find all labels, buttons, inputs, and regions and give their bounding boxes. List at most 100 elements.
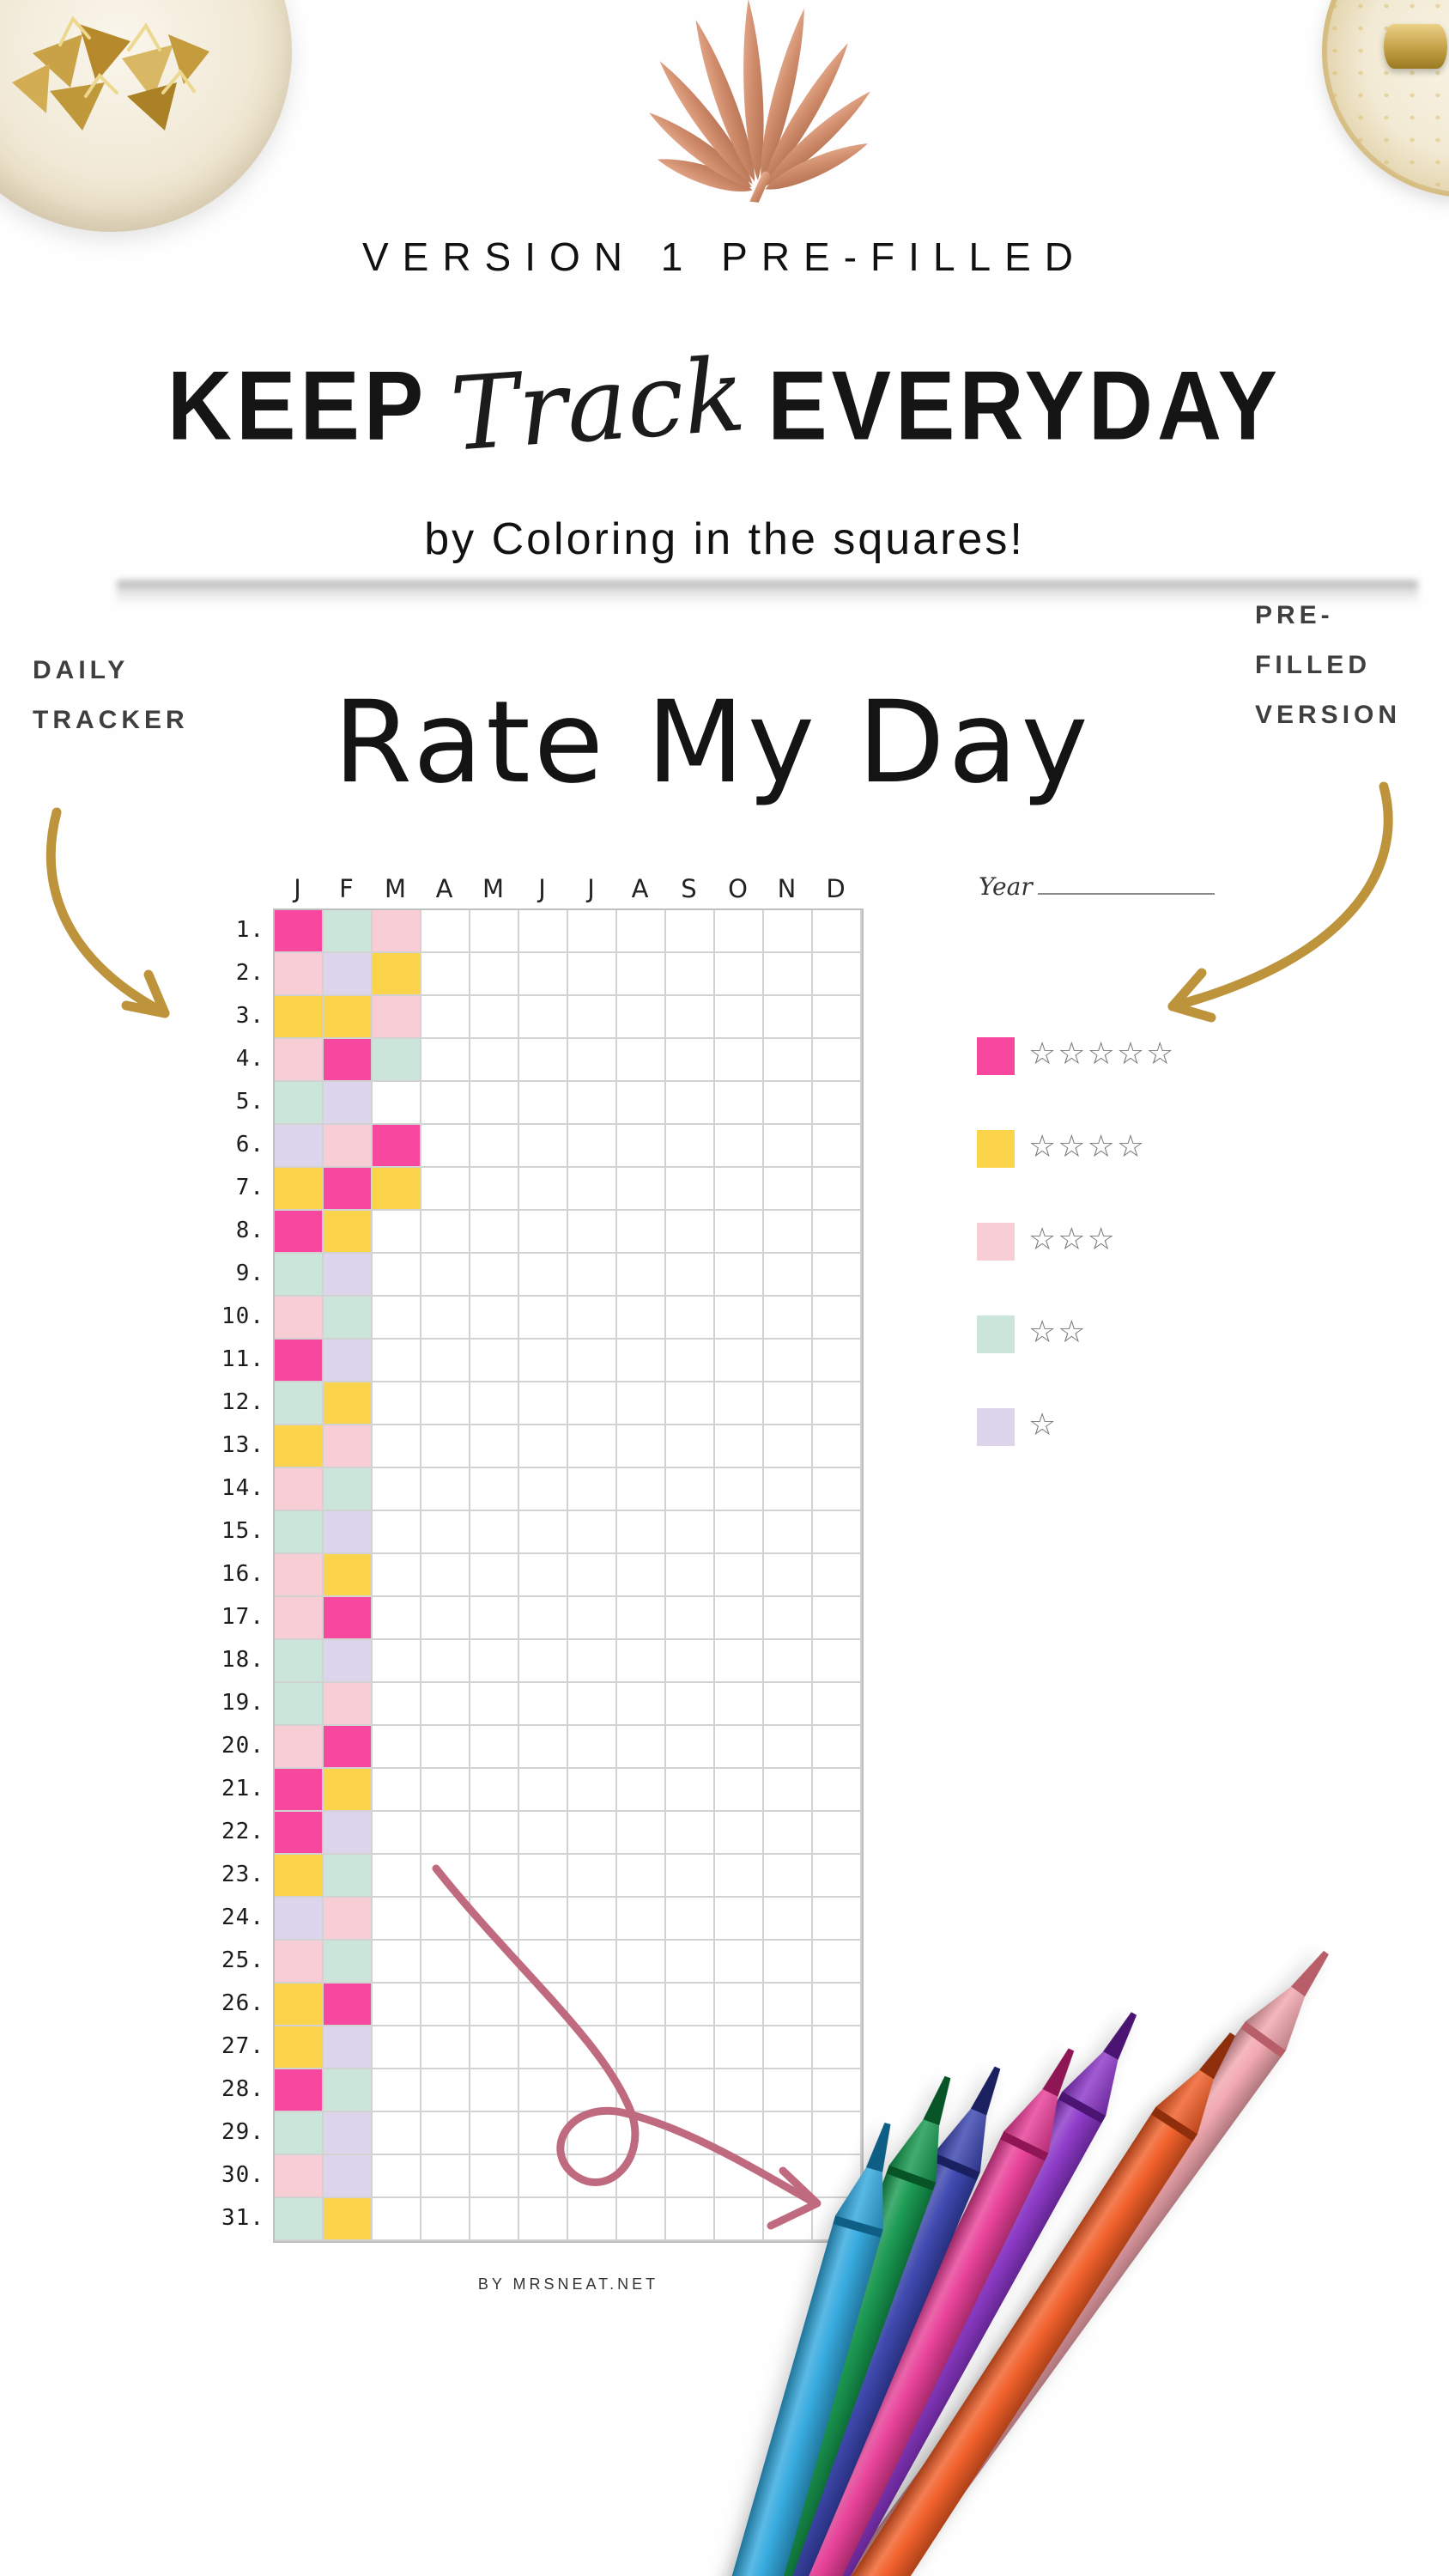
- grid-cell[interactable]: [715, 1597, 764, 1640]
- grid-cell[interactable]: [617, 953, 666, 996]
- grid-cell[interactable]: [715, 1941, 764, 1984]
- grid-cell[interactable]: [764, 1597, 813, 1640]
- grid-cell[interactable]: [421, 1640, 470, 1683]
- grid-cell[interactable]: [324, 1125, 373, 1168]
- grid-cell[interactable]: [764, 1554, 813, 1597]
- grid-cell[interactable]: [568, 1855, 617, 1898]
- grid-cell[interactable]: [764, 1125, 813, 1168]
- grid-cell[interactable]: [275, 1941, 324, 1984]
- grid-cell[interactable]: [470, 2069, 519, 2112]
- grid-cell[interactable]: [715, 953, 764, 996]
- grid-cell[interactable]: [666, 1511, 715, 1554]
- grid-cell[interactable]: [519, 953, 568, 996]
- grid-cell[interactable]: [470, 2026, 519, 2069]
- grid-cell[interactable]: [275, 1382, 324, 1425]
- grid-cell[interactable]: [764, 996, 813, 1039]
- grid-cell[interactable]: [421, 1297, 470, 1340]
- grid-cell[interactable]: [470, 1683, 519, 1726]
- grid-cell[interactable]: [519, 2155, 568, 2198]
- grid-cell[interactable]: [324, 1984, 373, 2026]
- grid-cell[interactable]: [324, 2026, 373, 2069]
- grid-cell[interactable]: [421, 1340, 470, 1382]
- grid-cell[interactable]: [813, 1769, 862, 1812]
- grid-cell[interactable]: [275, 1082, 324, 1125]
- grid-cell[interactable]: [568, 1468, 617, 1511]
- grid-cell[interactable]: [764, 1254, 813, 1297]
- grid-cell[interactable]: [519, 1211, 568, 1254]
- grid-cell[interactable]: [813, 1382, 862, 1425]
- grid-cell[interactable]: [666, 2112, 715, 2155]
- grid-cell[interactable]: [764, 1683, 813, 1726]
- grid-cell[interactable]: [666, 1812, 715, 1855]
- grid-cell[interactable]: [421, 953, 470, 996]
- grid-cell[interactable]: [764, 1211, 813, 1254]
- grid-cell[interactable]: [421, 2069, 470, 2112]
- grid-cell[interactable]: [617, 1468, 666, 1511]
- grid-cell[interactable]: [324, 996, 373, 1039]
- grid-cell[interactable]: [568, 996, 617, 1039]
- grid-cell[interactable]: [373, 1468, 421, 1511]
- grid-cell[interactable]: [470, 1984, 519, 2026]
- grid-cell[interactable]: [666, 1425, 715, 1468]
- grid-cell[interactable]: [666, 1941, 715, 1984]
- grid-cell[interactable]: [470, 1425, 519, 1468]
- grid-cell[interactable]: [275, 1125, 324, 1168]
- grid-cell[interactable]: [373, 1082, 421, 1125]
- grid-cell[interactable]: [764, 2069, 813, 2112]
- grid-cell[interactable]: [568, 1769, 617, 1812]
- grid-cell[interactable]: [617, 1511, 666, 1554]
- grid-cell[interactable]: [470, 1297, 519, 1340]
- grid-cell[interactable]: [275, 1984, 324, 2026]
- grid-cell[interactable]: [568, 1597, 617, 1640]
- grid-cell[interactable]: [324, 1640, 373, 1683]
- grid-cell[interactable]: [813, 1425, 862, 1468]
- grid-cell[interactable]: [813, 1168, 862, 1211]
- grid-cell[interactable]: [666, 1468, 715, 1511]
- grid-cell[interactable]: [470, 1898, 519, 1941]
- grid-cell[interactable]: [715, 1511, 764, 1554]
- grid-cell[interactable]: [715, 996, 764, 1039]
- grid-cell[interactable]: [324, 1425, 373, 1468]
- grid-cell[interactable]: [715, 2198, 764, 2241]
- grid-cell[interactable]: [813, 1211, 862, 1254]
- grid-cell[interactable]: [519, 1812, 568, 1855]
- grid-cell[interactable]: [813, 996, 862, 1039]
- grid-cell[interactable]: [373, 1640, 421, 1683]
- grid-cell[interactable]: [813, 1254, 862, 1297]
- grid-cell[interactable]: [764, 1082, 813, 1125]
- grid-cell[interactable]: [275, 1812, 324, 1855]
- grid-cell[interactable]: [764, 1640, 813, 1683]
- grid-cell[interactable]: [519, 1984, 568, 2026]
- grid-cell[interactable]: [568, 1125, 617, 1168]
- grid-cell[interactable]: [568, 2198, 617, 2241]
- grid-cell[interactable]: [764, 910, 813, 953]
- grid-cell[interactable]: [617, 1769, 666, 1812]
- grid-cell[interactable]: [324, 1511, 373, 1554]
- grid-cell[interactable]: [519, 1039, 568, 1082]
- grid-cell[interactable]: [568, 1168, 617, 1211]
- grid-cell[interactable]: [275, 1683, 324, 1726]
- grid-cell[interactable]: [617, 1382, 666, 1425]
- grid-cell[interactable]: [373, 1297, 421, 1340]
- grid-cell[interactable]: [373, 910, 421, 953]
- grid-cell[interactable]: [813, 1125, 862, 1168]
- grid-cell[interactable]: [568, 1640, 617, 1683]
- grid-cell[interactable]: [715, 1468, 764, 1511]
- grid-cell[interactable]: [568, 2069, 617, 2112]
- grid-cell[interactable]: [568, 1082, 617, 1125]
- grid-cell[interactable]: [275, 2069, 324, 2112]
- grid-cell[interactable]: [324, 1554, 373, 1597]
- grid-cell[interactable]: [275, 1254, 324, 1297]
- grid-cell[interactable]: [373, 1898, 421, 1941]
- grid-cell[interactable]: [421, 2112, 470, 2155]
- grid-cell[interactable]: [764, 1340, 813, 1382]
- grid-cell[interactable]: [764, 2026, 813, 2069]
- grid-cell[interactable]: [275, 1511, 324, 1554]
- grid-cell[interactable]: [275, 1898, 324, 1941]
- grid-cell[interactable]: [813, 1082, 862, 1125]
- grid-cell[interactable]: [519, 1425, 568, 1468]
- grid-cell[interactable]: [470, 1340, 519, 1382]
- grid-cell[interactable]: [617, 1254, 666, 1297]
- grid-cell[interactable]: [324, 1941, 373, 1984]
- grid-cell[interactable]: [666, 1855, 715, 1898]
